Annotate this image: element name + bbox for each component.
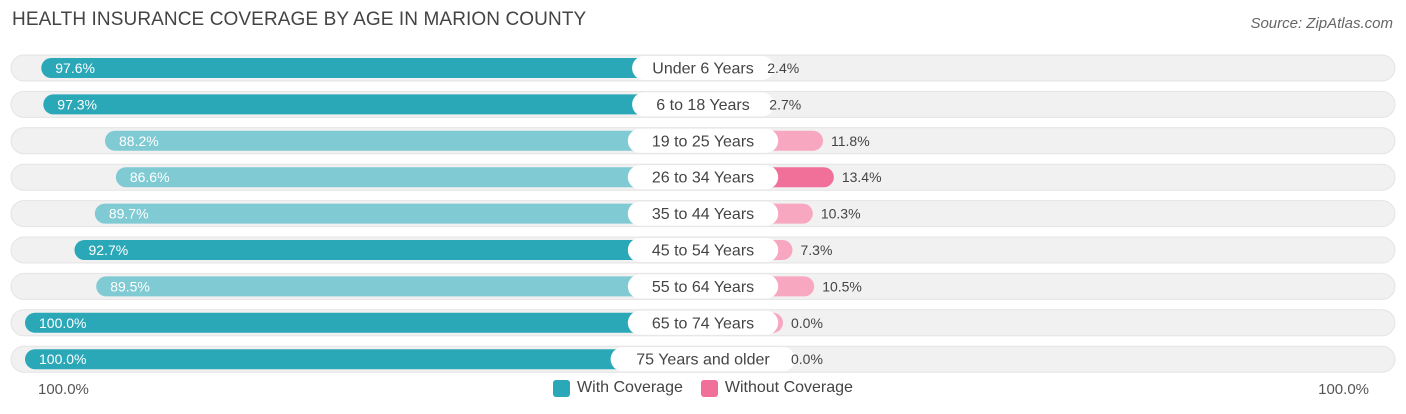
with-coverage-value: 92.7% [88,242,128,258]
category-label: 55 to 64 Years [652,279,754,296]
category-label: Under 6 Years [652,61,753,78]
with-coverage-value: 89.7% [109,206,149,222]
axis-left-label: 100.0% [38,381,89,398]
category-label: 35 to 44 Years [652,206,754,223]
with-coverage-value: 100.0% [39,315,86,331]
category-label: 45 to 54 Years [652,243,754,260]
with-coverage-bar [74,240,703,260]
without-coverage-value: 0.0% [791,351,823,367]
with-coverage-bar [25,349,703,370]
without-coverage-value: 10.5% [822,278,862,294]
category-pill [627,201,779,226]
with-coverage-bar [25,312,703,333]
legend: With Coverage Without Coverage [0,379,1406,397]
without-coverage-value: 11.8% [831,133,870,149]
with-coverage-bar [94,203,704,224]
with-coverage-value: 97.6% [55,60,95,76]
with-coverage-value: 89.5% [110,278,150,294]
category-pill [627,310,779,335]
category-pill [632,92,774,117]
with-coverage-value: 97.3% [57,96,97,112]
with-coverage-bar [105,130,703,151]
axis-right-label: 100.0% [1318,381,1369,398]
category-label: 19 to 25 Years [652,133,754,150]
without-coverage-value: 2.7% [769,96,801,112]
with-coverage-bar [43,94,703,115]
category-pill [627,274,779,299]
without-coverage-swatch [700,379,718,397]
category-pill [632,56,774,80]
source-label: Source: ZipAtlas.com [1250,15,1393,32]
with-coverage-bar [96,276,703,297]
with-coverage-swatch [553,379,571,397]
legend-item-without-coverage: Without Coverage [700,379,853,397]
chart-title: HEALTH INSURANCE COVERAGE BY AGE IN MARI… [12,9,587,30]
legend-item-with-coverage: With Coverage [553,379,683,397]
without-coverage-value: 0.0% [791,315,823,331]
with-coverage-value: 88.2% [119,133,159,149]
category-pill [627,238,779,262]
category-pill [627,165,779,190]
without-coverage-value: 13.4% [842,169,882,185]
legend-label-with-coverage: With Coverage [577,379,683,396]
category-label: 26 to 34 Years [652,170,754,187]
category-label: 75 Years and older [636,352,770,369]
with-coverage-value: 100.0% [39,351,86,367]
legend-label-without-coverage: Without Coverage [724,379,853,396]
with-coverage-value: 86.6% [130,169,170,185]
category-label: 6 to 18 Years [656,97,749,114]
with-coverage-bar [41,58,704,78]
category-pill [610,347,796,372]
category-label: 65 to 74 Years [652,315,754,332]
without-coverage-value: 7.3% [800,242,832,258]
with-coverage-bar [115,167,704,188]
without-coverage-value: 2.4% [767,60,799,76]
category-pill [627,128,779,153]
without-coverage-value: 10.3% [821,206,861,222]
